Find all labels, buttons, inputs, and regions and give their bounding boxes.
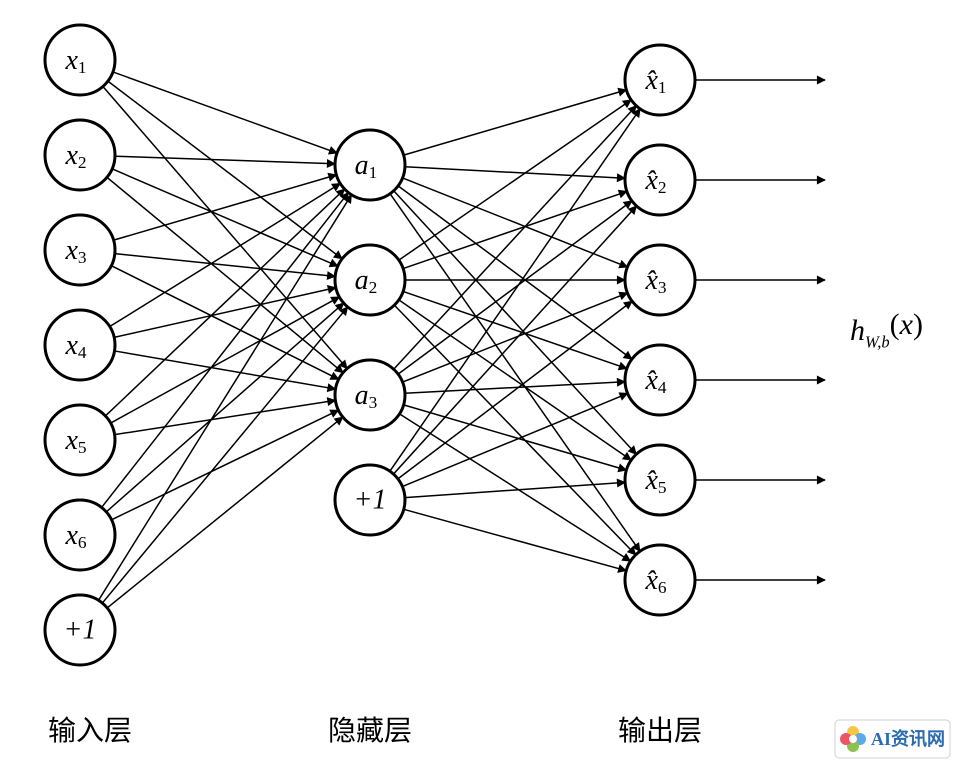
edge <box>405 382 625 393</box>
edge <box>394 206 637 474</box>
layer-label: 输出层 <box>618 715 702 747</box>
edge <box>107 177 343 372</box>
edge <box>405 167 625 178</box>
edge <box>399 100 631 260</box>
edge <box>114 288 336 338</box>
node-o4: x̂4 <box>625 345 695 415</box>
layer-label: 输入层 <box>48 715 132 747</box>
node-a1: a1 <box>335 130 405 200</box>
edge <box>112 169 338 266</box>
node-x4: x4 <box>45 310 115 380</box>
node-b2: +1 <box>335 465 405 535</box>
edge <box>103 86 347 368</box>
edge <box>114 351 335 389</box>
node-o5: x̂5 <box>625 445 695 515</box>
edge <box>110 183 341 326</box>
edge <box>107 417 343 608</box>
edge <box>404 509 627 570</box>
edge <box>404 90 627 155</box>
node-label: +1 <box>64 615 97 646</box>
edge <box>106 303 343 512</box>
watermark-logo: AI资讯网 <box>835 720 950 758</box>
node-o6: x̂6 <box>625 545 695 615</box>
node-label: +1 <box>354 485 387 516</box>
output-function-label: hW,b(x) <box>850 308 923 352</box>
edge <box>405 482 625 497</box>
node-x2: x2 <box>45 120 115 190</box>
watermark-text: AI资讯网 <box>871 728 945 749</box>
node-b1: +1 <box>45 595 115 665</box>
edge <box>115 400 336 434</box>
edge <box>111 266 338 380</box>
node-a3: a3 <box>335 360 405 430</box>
node-a2: a2 <box>335 245 405 315</box>
edge <box>398 201 632 374</box>
node-x6: x6 <box>45 500 115 570</box>
edge <box>115 156 335 164</box>
edge <box>112 410 339 520</box>
node-o2: x̂2 <box>625 145 695 215</box>
edge <box>102 307 347 603</box>
edge <box>403 293 628 382</box>
node-x1: x1 <box>45 25 115 95</box>
edge <box>398 186 632 359</box>
layer-label: 隐藏层 <box>328 715 412 747</box>
node-o1: x̂1 <box>625 45 695 115</box>
edge <box>113 72 337 153</box>
node-x3: x3 <box>45 215 115 285</box>
edge <box>398 301 632 479</box>
node-x5: x5 <box>45 405 115 475</box>
edge <box>105 189 344 416</box>
edge <box>402 393 627 486</box>
node-o3: x̂3 <box>625 245 695 315</box>
edge <box>111 297 340 423</box>
